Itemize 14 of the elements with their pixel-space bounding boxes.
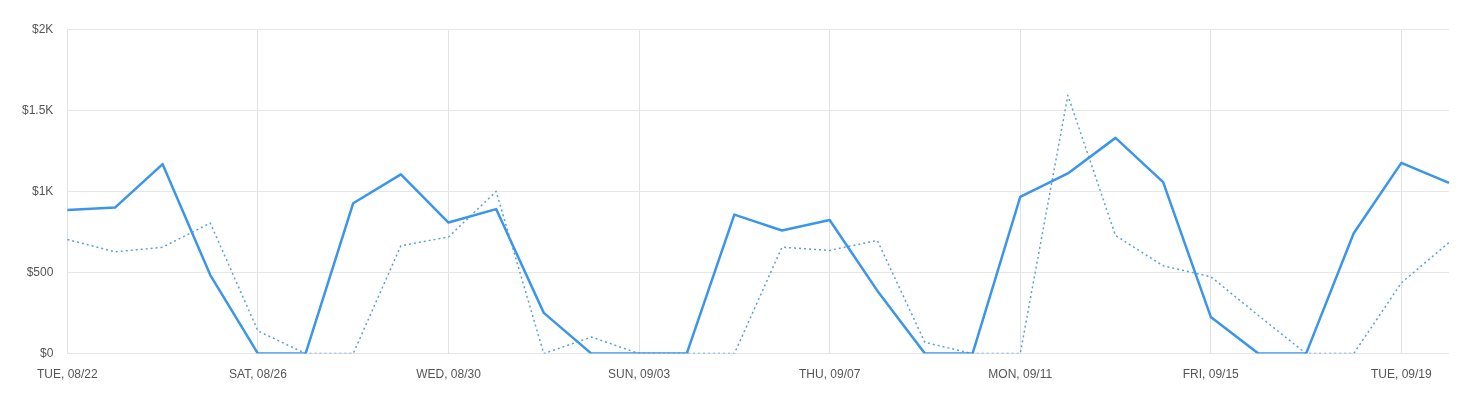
- x-tick-label: MON, 09/11: [988, 367, 1053, 382]
- y-tick-label: $1K: [32, 183, 54, 198]
- x-tick-label: TUE, 09/19: [1371, 367, 1433, 382]
- x-tick-label: THU, 09/07: [798, 367, 861, 382]
- x-tick-label: FRI, 09/15: [1182, 367, 1240, 382]
- x-tick-label: SUN, 09/03: [608, 367, 671, 382]
- y-tick-label: $1.5K: [22, 102, 54, 117]
- line-series: [66, 94, 1450, 354]
- y-tick-label: $0: [40, 345, 54, 360]
- y-tick-label: $2K: [32, 21, 54, 36]
- y-tick-label: $500: [26, 264, 54, 279]
- x-tick-label: TUE, 08/22: [37, 367, 99, 382]
- x-tick-label: WED, 08/30: [416, 367, 482, 382]
- x-tick-label: SAT, 08/26: [229, 367, 288, 382]
